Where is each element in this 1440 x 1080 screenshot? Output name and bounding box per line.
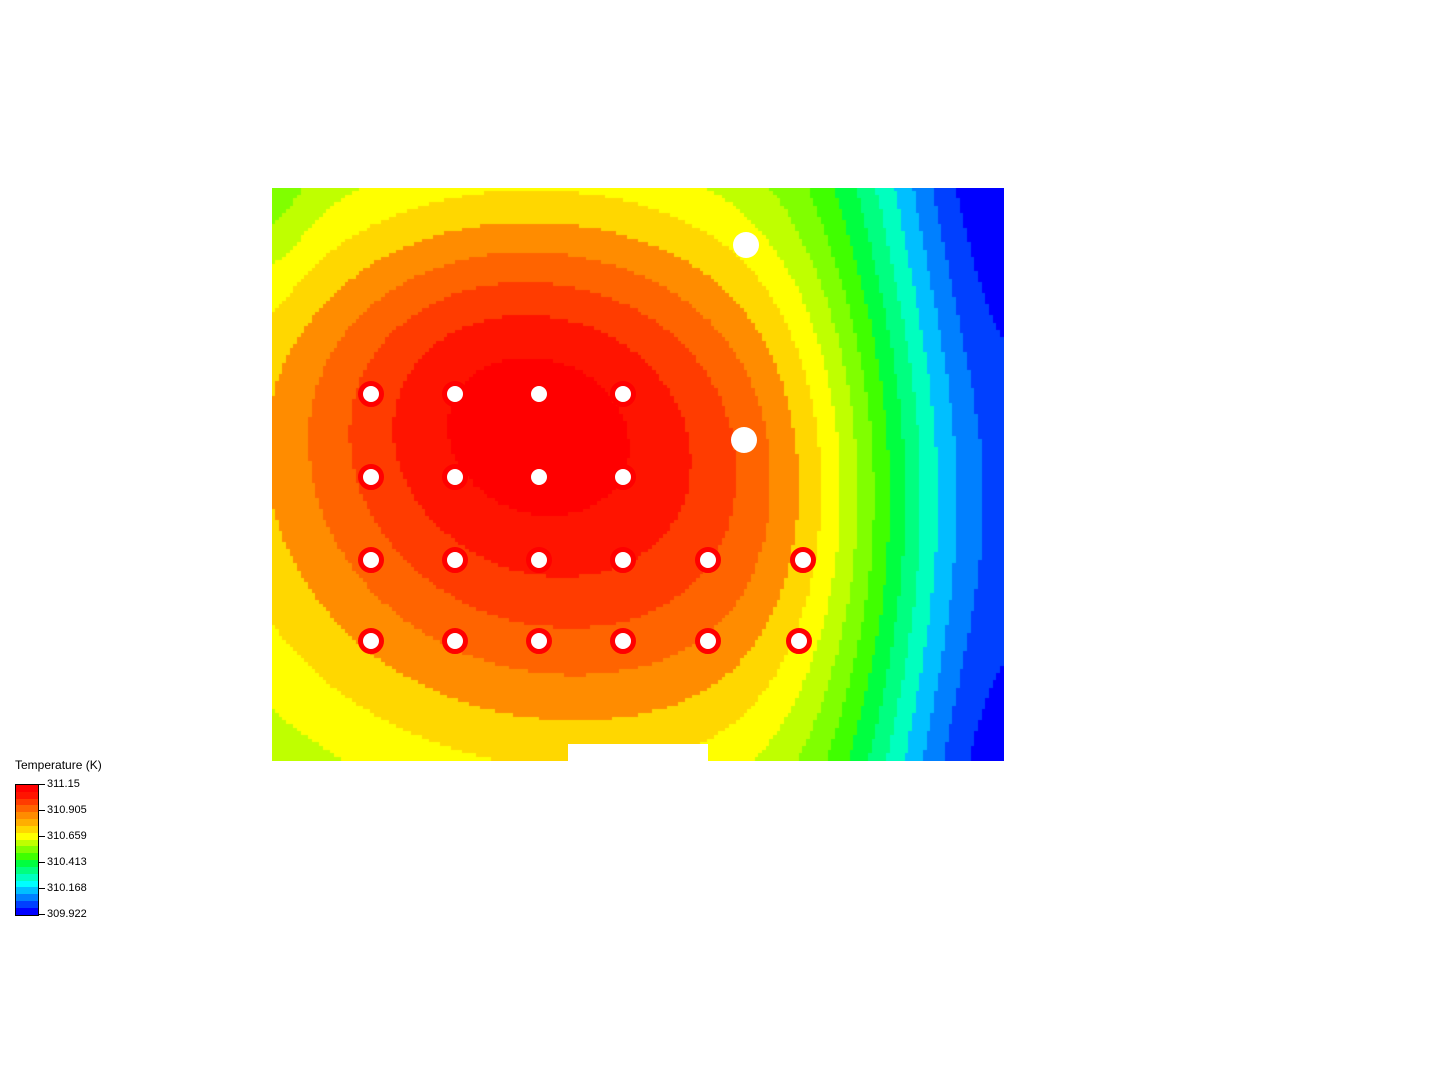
sensor-dot-icon bbox=[695, 547, 721, 573]
sensor-dot-icon bbox=[610, 381, 636, 407]
legend-swatch bbox=[16, 812, 38, 819]
sensor-dot-icon bbox=[610, 547, 636, 573]
legend-swatch bbox=[16, 887, 38, 894]
sensor-dot-icon bbox=[358, 464, 384, 490]
sensor-dot-icon bbox=[526, 547, 552, 573]
hole-dot-icon bbox=[731, 427, 757, 453]
sensor-dot-icon bbox=[442, 547, 468, 573]
sensor-dot-icon bbox=[790, 547, 816, 573]
sensor-dot-icon bbox=[695, 628, 721, 654]
legend-tick-label: 310.168 bbox=[47, 882, 87, 894]
bottom-notch-cutout bbox=[568, 744, 707, 763]
legend-swatch bbox=[16, 792, 38, 799]
sensor-dot-icon bbox=[358, 381, 384, 407]
legend-tick-label: 311.15 bbox=[47, 778, 80, 790]
sensor-dot-icon bbox=[358, 547, 384, 573]
legend-swatch bbox=[16, 867, 38, 874]
legend-tick bbox=[39, 836, 45, 837]
sensor-dot-icon bbox=[610, 628, 636, 654]
legend-tick-label: 310.659 bbox=[47, 830, 87, 842]
legend-tick bbox=[39, 914, 45, 915]
sensor-dot-icon bbox=[442, 628, 468, 654]
legend-swatch bbox=[16, 901, 38, 908]
sensor-dot-icon bbox=[526, 628, 552, 654]
legend-swatch bbox=[16, 826, 38, 833]
sensor-dot-icon bbox=[442, 464, 468, 490]
legend-tick bbox=[39, 862, 45, 863]
color-legend-body: 311.15310.905310.659310.413310.168309.92… bbox=[15, 784, 102, 914]
color-legend: Temperature (K) 311.15 310.905 310.659 310.… bbox=[15, 758, 102, 914]
legend-swatch bbox=[16, 881, 38, 888]
legend-tick-label: 310.905 bbox=[47, 804, 87, 816]
legend-swatch bbox=[16, 874, 38, 881]
sensor-dot-icon bbox=[358, 628, 384, 654]
legend-tick bbox=[39, 888, 45, 889]
legend-swatch bbox=[16, 846, 38, 853]
sensor-dot-icon bbox=[442, 381, 468, 407]
legend-swatch bbox=[16, 805, 38, 812]
legend-tick bbox=[39, 810, 45, 811]
sensor-dot-icon bbox=[526, 464, 552, 490]
sensor-dot-icon bbox=[610, 464, 636, 490]
legend-swatch bbox=[16, 894, 38, 901]
legend-swatch bbox=[16, 853, 38, 860]
legend-tick-label: 309.922 bbox=[47, 908, 87, 920]
sensor-dot-icon bbox=[786, 628, 812, 654]
legend-swatch bbox=[16, 908, 38, 915]
legend-swatch bbox=[16, 785, 38, 792]
color-legend-bar bbox=[15, 784, 39, 916]
legend-swatch bbox=[16, 799, 38, 806]
legend-swatch bbox=[16, 860, 38, 867]
color-legend-title: Temperature (K) bbox=[15, 758, 102, 772]
legend-swatch bbox=[16, 833, 38, 840]
legend-swatch bbox=[16, 840, 38, 847]
legend-swatch bbox=[16, 819, 38, 826]
hole-dot-icon bbox=[733, 232, 759, 258]
figure-stage: Temperature (K) 311.15 310.905 310.659 310.… bbox=[0, 0, 1440, 1080]
sensor-dot-icon bbox=[526, 381, 552, 407]
legend-tick-label: 310.413 bbox=[47, 856, 87, 868]
legend-tick bbox=[39, 784, 45, 785]
